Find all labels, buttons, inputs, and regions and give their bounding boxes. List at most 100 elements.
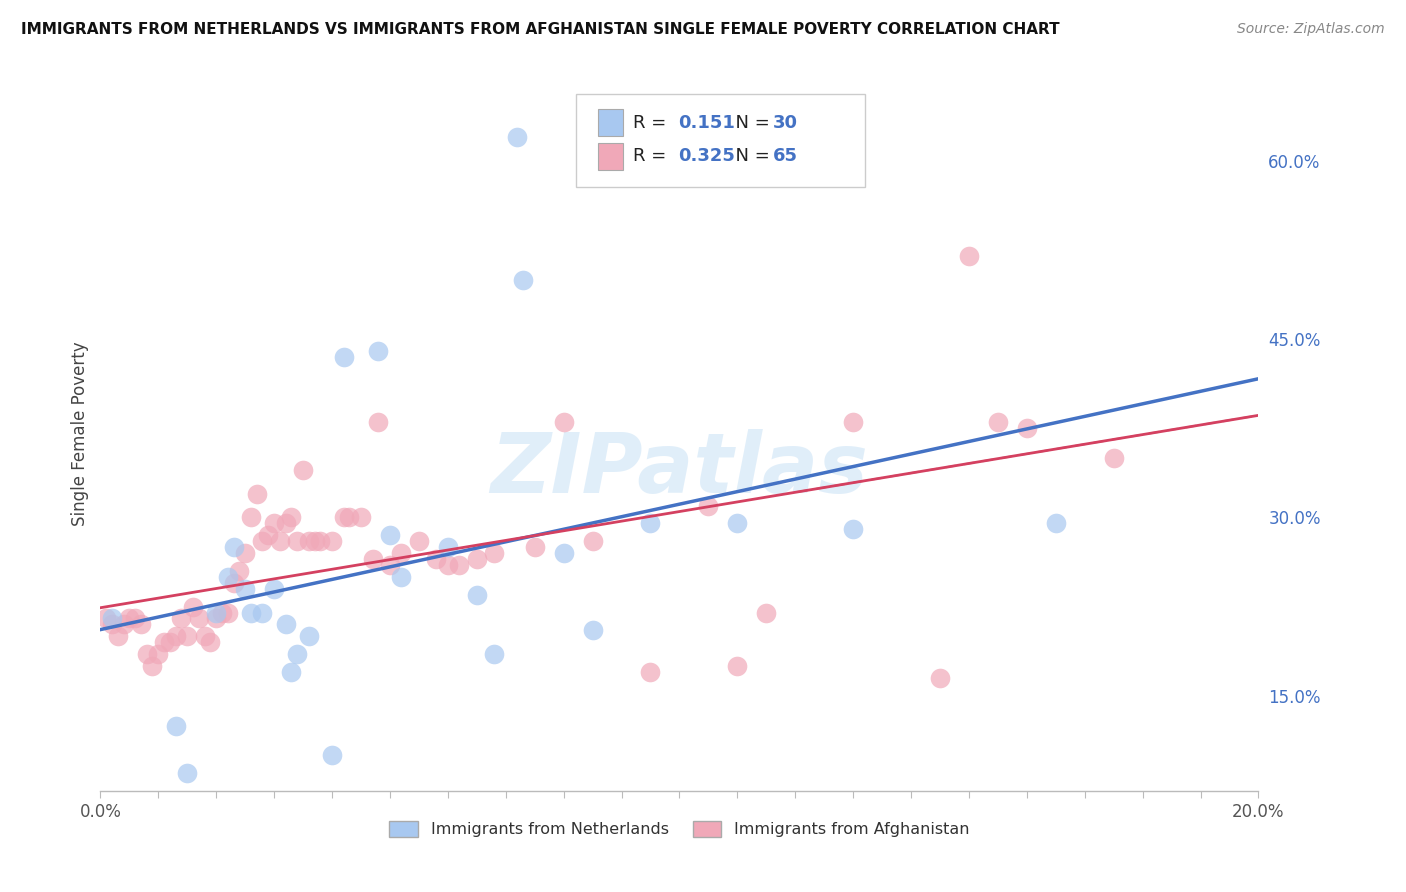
Point <box>148 647 170 661</box>
Point <box>101 611 124 625</box>
Point <box>285 647 308 661</box>
Point <box>987 415 1010 429</box>
Point <box>194 629 217 643</box>
Point <box>274 516 297 531</box>
Point <box>141 659 163 673</box>
Point <box>165 629 187 643</box>
Point <box>217 570 239 584</box>
Text: 0.325: 0.325 <box>678 147 734 165</box>
Point <box>367 415 389 429</box>
Point <box>725 659 748 673</box>
Point <box>581 534 603 549</box>
Point <box>107 629 129 643</box>
Point <box>553 546 575 560</box>
Point <box>94 611 117 625</box>
Point <box>285 534 308 549</box>
Point <box>361 552 384 566</box>
Point <box>725 516 748 531</box>
Y-axis label: Single Female Poverty: Single Female Poverty <box>72 342 89 526</box>
Point <box>1015 421 1038 435</box>
Point <box>112 617 135 632</box>
Point <box>512 272 534 286</box>
Text: N =: N = <box>724 147 776 165</box>
Point <box>436 540 458 554</box>
Point <box>350 510 373 524</box>
Point <box>263 582 285 596</box>
Point <box>465 552 488 566</box>
Point <box>280 510 302 524</box>
Point <box>269 534 291 549</box>
Point <box>159 635 181 649</box>
Point <box>217 606 239 620</box>
Point <box>239 606 262 620</box>
Text: IMMIGRANTS FROM NETHERLANDS VS IMMIGRANTS FROM AFGHANISTAN SINGLE FEMALE POVERTY: IMMIGRANTS FROM NETHERLANDS VS IMMIGRANT… <box>21 22 1060 37</box>
Point <box>257 528 280 542</box>
Point <box>222 540 245 554</box>
Point <box>222 575 245 590</box>
Point <box>465 588 488 602</box>
Text: Source: ZipAtlas.com: Source: ZipAtlas.com <box>1237 22 1385 37</box>
Point <box>640 665 662 679</box>
Point <box>181 599 204 614</box>
Text: 0.151: 0.151 <box>678 113 734 131</box>
Point <box>378 558 401 572</box>
Point <box>321 534 343 549</box>
Point <box>228 564 250 578</box>
Point <box>506 129 529 144</box>
Point <box>246 486 269 500</box>
Point <box>205 606 228 620</box>
Point <box>280 665 302 679</box>
Point <box>553 415 575 429</box>
Point <box>129 617 152 632</box>
Point <box>263 516 285 531</box>
Legend: Immigrants from Netherlands, Immigrants from Afghanistan: Immigrants from Netherlands, Immigrants … <box>382 814 976 844</box>
Point <box>391 570 413 584</box>
Point <box>482 546 505 560</box>
Point <box>233 546 256 560</box>
Point <box>205 611 228 625</box>
Point <box>957 249 980 263</box>
Point <box>332 510 354 524</box>
Text: 30: 30 <box>773 113 799 131</box>
Point <box>211 606 233 620</box>
Point <box>755 606 778 620</box>
Text: N =: N = <box>724 113 776 131</box>
Point <box>309 534 332 549</box>
Point <box>581 624 603 638</box>
Point <box>153 635 176 649</box>
Point <box>274 617 297 632</box>
Point <box>378 528 401 542</box>
Point <box>1045 516 1067 531</box>
Point <box>239 510 262 524</box>
Point <box>200 635 222 649</box>
Point <box>233 582 256 596</box>
Text: R =: R = <box>633 147 678 165</box>
Point <box>367 343 389 358</box>
Point <box>292 463 315 477</box>
Point <box>176 766 198 780</box>
Point <box>523 540 546 554</box>
Point <box>304 534 326 549</box>
Point <box>482 647 505 661</box>
Point <box>929 671 952 685</box>
Point <box>298 629 321 643</box>
Point <box>337 510 360 524</box>
Text: 65: 65 <box>773 147 799 165</box>
Point <box>252 606 274 620</box>
Point <box>165 718 187 732</box>
Point <box>640 516 662 531</box>
Point <box>425 552 447 566</box>
Text: ZIPatlas: ZIPatlas <box>491 429 869 510</box>
Point <box>332 350 354 364</box>
Point <box>124 611 146 625</box>
Point <box>391 546 413 560</box>
Point <box>408 534 430 549</box>
Point <box>842 415 865 429</box>
Point <box>449 558 471 572</box>
Point <box>170 611 193 625</box>
Point <box>101 617 124 632</box>
Point <box>252 534 274 549</box>
Point <box>842 522 865 536</box>
Point <box>298 534 321 549</box>
Point <box>697 499 720 513</box>
